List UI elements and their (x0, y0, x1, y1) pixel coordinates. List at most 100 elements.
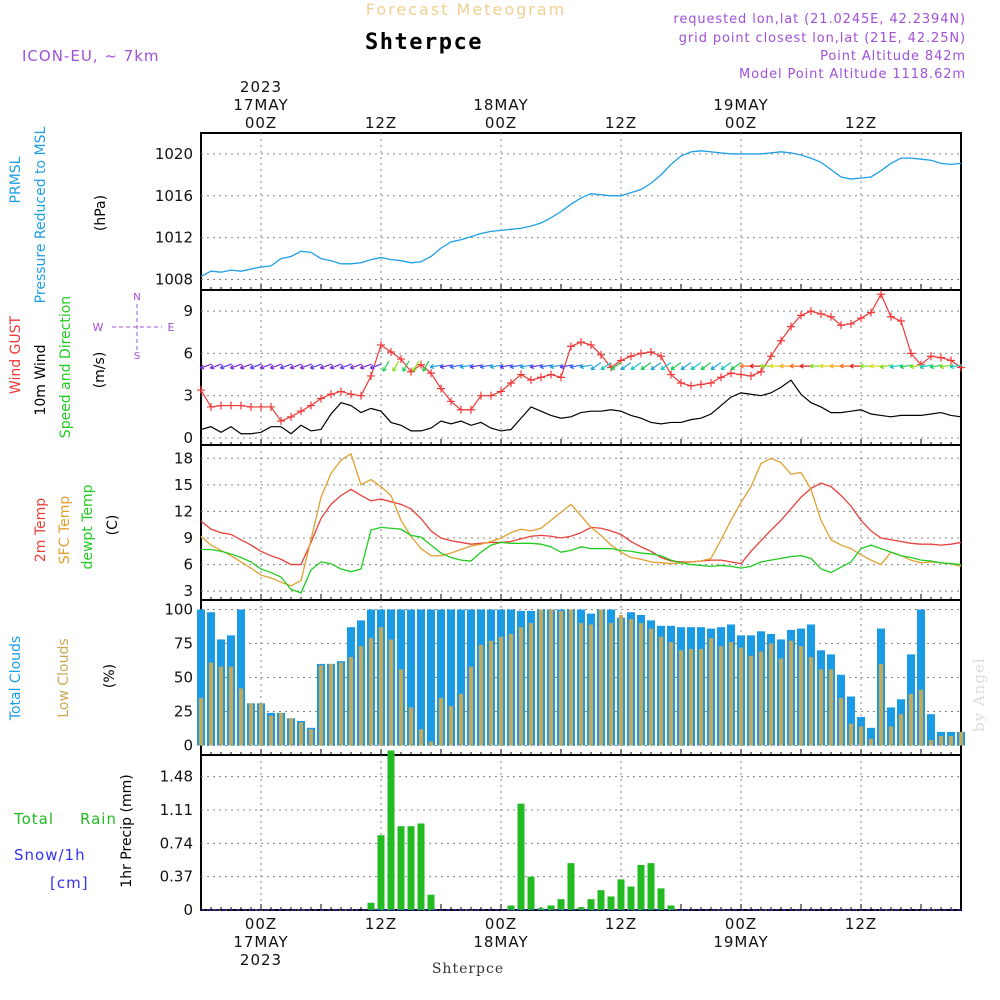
gust-marker (317, 394, 325, 403)
low-cloud-bar (419, 729, 423, 746)
time-label-bottom: 00Z (725, 915, 757, 933)
time-label-top: 2023 (240, 78, 282, 96)
total-cloud-bar (437, 609, 445, 746)
wind-direction-arrow (509, 364, 523, 370)
low-cloud-bar (289, 718, 293, 746)
wind-unit-label: (m/s) (92, 352, 108, 389)
compass-north: N (133, 292, 140, 303)
wind-direction-arrow (640, 362, 652, 371)
rain-label: Rain (80, 810, 117, 828)
low-cloud-bar (279, 712, 283, 746)
wind-direction-arrow (700, 362, 712, 371)
time-label-top: 19MAY (713, 96, 768, 114)
wind-direction-arrow (600, 362, 612, 371)
wind-direction-arrow (949, 364, 963, 370)
compass-east: E (168, 321, 175, 334)
total-cloud-bar (197, 609, 205, 746)
location-title: Shterpce (365, 30, 483, 55)
y-tick-label: 1012 (155, 229, 193, 247)
low-cloud-bar (559, 610, 563, 746)
wind-direction-arrow (422, 360, 430, 372)
wind-direction-arrow (539, 364, 553, 370)
wind-direction-arrow (369, 363, 382, 370)
total-label: Total (13, 810, 54, 828)
low-cloud-bar (529, 623, 533, 746)
rain-bar (397, 826, 405, 910)
gust-marker (887, 312, 895, 321)
gust-marker (767, 352, 775, 361)
rain-bar (377, 835, 385, 910)
wind-direction-arrow (680, 362, 692, 371)
gust-marker (697, 380, 705, 389)
time-label-bottom: 18MAY (473, 933, 528, 951)
gust-marker (267, 402, 275, 411)
low-cloud-bar (789, 640, 793, 746)
y-tick-label: 1008 (155, 271, 193, 289)
temp2m-line (200, 482, 962, 566)
rain-bar (517, 803, 525, 910)
pressure-unit-label: (hPa) (93, 195, 109, 231)
low-cloud-bar (399, 669, 403, 746)
wind-speed-line (200, 379, 962, 435)
wind-direction-arrow (489, 364, 503, 370)
time-label-bottom: 12Z (845, 915, 877, 933)
low-cloud-bar (459, 693, 463, 746)
temp2m-label: 2m Temp (33, 498, 49, 562)
total-cloud-bar (417, 609, 425, 746)
wind-direction-arrow (299, 363, 312, 370)
gust-marker (757, 367, 765, 376)
low-cloud-bar (439, 697, 443, 746)
gust-marker (897, 317, 905, 325)
rain-bar (577, 907, 585, 910)
low-clouds-label: Low Clouds (56, 638, 72, 717)
wind-direction-arrow (590, 362, 602, 371)
low-cloud-bar (349, 657, 353, 746)
gust-marker (657, 352, 665, 361)
gust-marker (847, 319, 855, 328)
y-tick-label: 0 (183, 736, 193, 754)
sfc-temp-line (200, 452, 962, 587)
gust-marker (937, 353, 945, 362)
wind-direction-arrow (929, 364, 943, 370)
rain-bar (557, 899, 565, 910)
low-cloud-bar (449, 706, 453, 746)
time-label-bottom: 00Z (485, 915, 517, 933)
total-cloud-bar (927, 714, 935, 746)
wind-direction-arrow (339, 363, 352, 370)
gust-marker (387, 348, 395, 356)
gust-marker (477, 391, 485, 400)
total-cloud-bar (427, 609, 435, 746)
y-tick-label: 3 (183, 387, 193, 405)
low-cloud-bar (489, 640, 493, 746)
wind-direction-arrow (289, 363, 302, 370)
low-cloud-bar (369, 638, 373, 746)
low-cloud-bar (619, 614, 623, 746)
gust-marker (527, 376, 535, 385)
gust-line (200, 292, 962, 422)
clouds-unit-label: (%) (102, 664, 118, 688)
time-label-top: 00Z (245, 114, 277, 132)
time-label-top: 12Z (605, 114, 637, 132)
gust-marker (507, 379, 515, 387)
time-label-bottom: 12Z (605, 915, 637, 933)
wind-direction-arrow (259, 363, 272, 370)
time-label-top: 12Z (365, 114, 397, 132)
gust-marker (807, 307, 815, 316)
rain-bar (647, 863, 655, 910)
wind-direction-arrow (909, 364, 923, 370)
gust-marker (367, 371, 375, 380)
compass-south: S (134, 351, 140, 362)
low-cloud-bar (719, 646, 723, 746)
prmsl-long-label: Pressure Reduced to MSL (33, 126, 49, 303)
gust-label: Wind GUST (8, 315, 24, 394)
dewpt-label: dewpt Temp (80, 484, 96, 569)
low-cloud-bar (309, 729, 313, 746)
wind-direction-arrow (549, 364, 563, 370)
panel-frame (200, 754, 962, 911)
prmsl-label: PRMSL (8, 156, 24, 203)
low-cloud-bar (729, 642, 733, 746)
total-cloud-bar (847, 696, 855, 746)
gust-marker (867, 308, 875, 317)
gust-marker (857, 314, 865, 323)
